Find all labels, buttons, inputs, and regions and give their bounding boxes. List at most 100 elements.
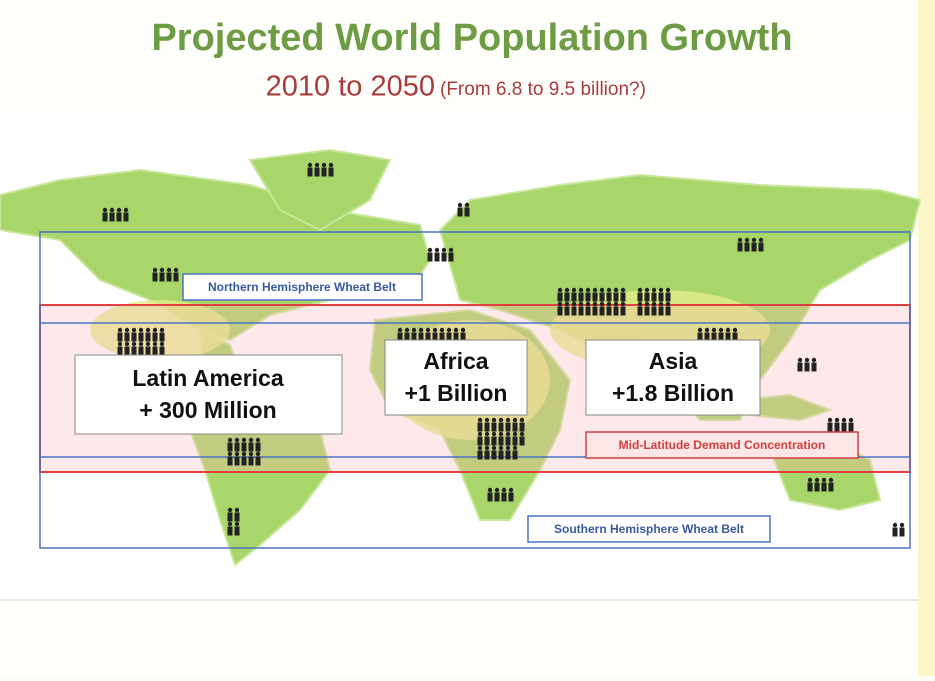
- person-icon: [328, 162, 334, 177]
- person-icon: [557, 287, 563, 302]
- region-box: [384, 339, 528, 416]
- person-icon: [124, 341, 130, 356]
- person-icon: [665, 287, 671, 302]
- person-icon: [665, 301, 671, 316]
- north-belt-label: Northern Hemisphere Wheat Belt: [208, 280, 396, 294]
- person-icon: [620, 301, 626, 316]
- person-icon: [744, 237, 750, 252]
- person-icon: [131, 341, 137, 356]
- region-box: [74, 354, 343, 435]
- person-icon: [418, 327, 424, 342]
- person-icon: [241, 437, 247, 452]
- person-icon: [234, 521, 240, 536]
- person-icon: [841, 417, 847, 432]
- person-icon: [658, 301, 664, 316]
- region-growth: + 300 Million: [139, 397, 276, 423]
- south-belt-label: Southern Hemisphere Wheat Belt: [554, 522, 744, 536]
- south-belt-box: [527, 515, 771, 543]
- person-icon: [848, 417, 854, 432]
- person-icon: [606, 287, 612, 302]
- person-icon: [457, 202, 463, 217]
- person-icon: [557, 301, 563, 316]
- person-icon: [425, 327, 431, 342]
- person-icon: [166, 267, 172, 282]
- person-icon: [227, 451, 233, 466]
- person-icon: [484, 445, 490, 460]
- person-icon: [491, 445, 497, 460]
- person-icon: [585, 301, 591, 316]
- person-icon: [821, 477, 827, 492]
- person-icon: [651, 287, 657, 302]
- person-icon: [477, 445, 483, 460]
- person-icon: [704, 327, 710, 342]
- person-icon: [606, 301, 612, 316]
- person-icon: [427, 247, 433, 262]
- person-icon: [314, 162, 320, 177]
- person-icon: [453, 327, 459, 342]
- person-icon: [501, 487, 507, 502]
- person-icon: [807, 477, 813, 492]
- person-icon: [432, 327, 438, 342]
- wheat-belt-frame: [39, 231, 911, 549]
- person-icon: [484, 431, 490, 446]
- person-icon: [592, 301, 598, 316]
- person-icon: [827, 417, 833, 432]
- person-icon: [494, 487, 500, 502]
- person-icon: [732, 327, 738, 342]
- person-icon: [173, 267, 179, 282]
- person-icon: [255, 451, 261, 466]
- person-icon: [123, 207, 129, 222]
- person-icon: [434, 247, 440, 262]
- person-icon: [321, 162, 327, 177]
- person-icon: [519, 431, 525, 446]
- person-icon: [404, 327, 410, 342]
- person-icon: [227, 437, 233, 452]
- person-icon: [145, 341, 151, 356]
- map: Northern Hemisphere Wheat Belt Mid-Latit…: [0, 115, 922, 601]
- person-icon: [564, 301, 570, 316]
- person-icon: [505, 417, 511, 432]
- person-icon: [152, 327, 158, 342]
- mid-belt-box: [585, 431, 859, 459]
- person-icon: [804, 357, 810, 372]
- person-icon: [116, 207, 122, 222]
- person-icon: [892, 522, 898, 537]
- region-name: Asia: [649, 348, 698, 374]
- person-icon: [159, 267, 165, 282]
- person-icon: [585, 287, 591, 302]
- person-icon: [241, 451, 247, 466]
- person-icon: [508, 487, 514, 502]
- mid-belt-label: Mid-Latitude Demand Concentration: [619, 438, 826, 452]
- person-icon: [145, 327, 151, 342]
- person-icon: [505, 431, 511, 446]
- person-icon: [758, 237, 764, 252]
- person-icon: [498, 417, 504, 432]
- person-icon: [307, 162, 313, 177]
- region-box: [585, 339, 761, 416]
- person-icon: [109, 207, 115, 222]
- region-growth: +1.8 Billion: [612, 380, 734, 406]
- person-icon: [138, 341, 144, 356]
- person-icon: [234, 507, 240, 522]
- person-icon: [697, 327, 703, 342]
- north-belt-box: [182, 273, 423, 301]
- region-growth: +1 Billion: [405, 380, 508, 406]
- subtitle: 2010 to 2050: [266, 71, 435, 103]
- person-icon: [117, 327, 123, 342]
- person-icon: [725, 327, 731, 342]
- person-icon: [248, 437, 254, 452]
- region-name: Africa: [423, 348, 488, 374]
- person-icon: [644, 301, 650, 316]
- person-icon: [651, 301, 657, 316]
- person-icon: [613, 301, 619, 316]
- person-icon: [484, 417, 490, 432]
- person-icon: [637, 287, 643, 302]
- person-icon: [512, 445, 518, 460]
- person-icon: [477, 431, 483, 446]
- person-icon: [797, 357, 803, 372]
- person-icon: [737, 237, 743, 252]
- subtitle-note: (From 6.8 to 9.5 billion?): [440, 79, 646, 100]
- person-icon: [491, 431, 497, 446]
- person-icon: [248, 451, 254, 466]
